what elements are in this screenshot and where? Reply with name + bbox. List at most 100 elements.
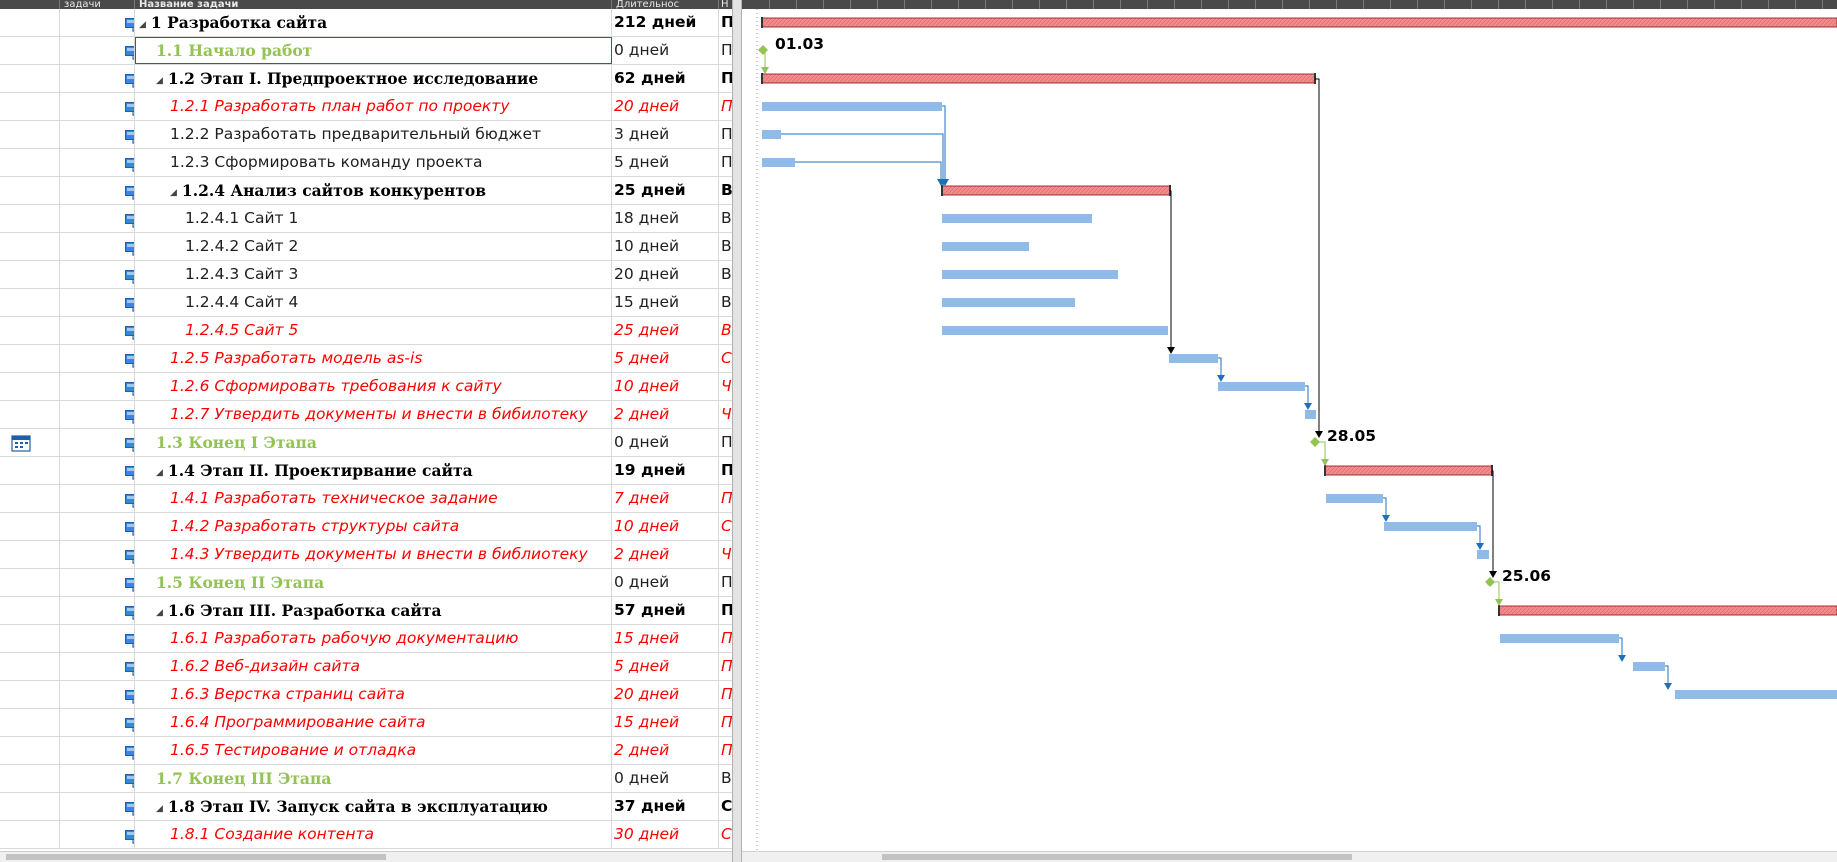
- duration-cell[interactable]: 30 дней: [612, 821, 719, 848]
- start-cell[interactable]: Пн: [719, 9, 732, 36]
- task-mode-cell[interactable]: [60, 625, 135, 652]
- task-name-cell[interactable]: 1.2.7 Утвердить документы и внести в биб…: [135, 401, 612, 428]
- task-name-cell[interactable]: 1.8.1 Создание контента: [135, 821, 612, 848]
- task-name-cell[interactable]: ◢ 1.6 Этап III. Разработка сайта: [135, 597, 612, 624]
- duration-cell[interactable]: 0 дней: [612, 429, 719, 456]
- task-name-cell[interactable]: ◢ 1 Разработка сайта: [135, 9, 612, 36]
- duration-cell[interactable]: 20 дней: [612, 261, 719, 288]
- start-cell[interactable]: Чт: [719, 401, 732, 428]
- task-row[interactable]: ◢ 1.4 Этап II. Проектирвание сайта 19 дней…: [0, 457, 732, 485]
- collapse-triangle-icon[interactable]: ◢: [170, 188, 177, 198]
- duration-cell[interactable]: 5 дней: [612, 653, 719, 680]
- indicator-cell[interactable]: [0, 373, 60, 400]
- scrollbar-thumb[interactable]: [882, 854, 1352, 860]
- start-cell[interactable]: Пн: [719, 653, 732, 680]
- task-row[interactable]: 1.3 Конец I Этапа 0 дней Пт: [0, 429, 732, 457]
- task-mode-cell[interactable]: [60, 765, 135, 792]
- start-cell[interactable]: Пн: [719, 37, 732, 64]
- task-name-cell[interactable]: 1.2.4.1 Сайт 1: [135, 205, 612, 232]
- task-bar[interactable]: [942, 214, 1092, 223]
- task-mode-cell[interactable]: [60, 513, 135, 540]
- task-row[interactable]: ◢ 1.2.4 Анализ сайтов конкурентов 25 дней В…: [0, 177, 732, 205]
- start-cell[interactable]: Пн: [719, 681, 732, 708]
- start-cell[interactable]: Пн: [719, 709, 732, 736]
- header-task-mode[interactable]: задачи: [60, 0, 135, 9]
- task-row[interactable]: ◢ 1 Разработка сайта 212 дней Пн: [0, 9, 732, 37]
- task-name-cell[interactable]: 1.6.2 Веб-дизайн сайта: [135, 653, 612, 680]
- duration-cell[interactable]: 10 дней: [612, 513, 719, 540]
- task-name-cell[interactable]: 1.2.4.4 Сайт 4: [135, 289, 612, 316]
- start-cell[interactable]: Вт: [719, 205, 732, 232]
- task-name-cell[interactable]: 1.4.2 Разработать структуры сайта: [135, 513, 612, 540]
- duration-cell[interactable]: 3 дней: [612, 121, 719, 148]
- indicator-cell[interactable]: [0, 653, 60, 680]
- start-cell[interactable]: Ср: [719, 513, 732, 540]
- indicator-cell[interactable]: [0, 177, 60, 204]
- duration-cell[interactable]: 57 дней: [612, 597, 719, 624]
- task-name-cell[interactable]: 1.2.4.2 Сайт 2: [135, 233, 612, 260]
- task-name-cell[interactable]: 1.2.2 Разработать предварительный бюджет: [135, 121, 612, 148]
- task-name-cell[interactable]: 1.6.3 Верстка страниц сайта: [135, 681, 612, 708]
- task-row[interactable]: 1.6.1 Разработать рабочую документацию 15…: [0, 625, 732, 653]
- task-mode-cell[interactable]: [60, 149, 135, 176]
- start-cell[interactable]: Ср: [719, 793, 732, 820]
- task-bar[interactable]: [942, 270, 1118, 279]
- task-bar[interactable]: [1169, 354, 1218, 363]
- task-mode-cell[interactable]: [60, 65, 135, 92]
- collapse-triangle-icon[interactable]: ◢: [156, 804, 163, 814]
- task-row[interactable]: 1.2.3 Сформировать команду проекта 5 дней…: [0, 149, 732, 177]
- task-row[interactable]: ◢ 1.6 Этап III. Разработка сайта 57 дней Пн: [0, 597, 732, 625]
- indicator-cell[interactable]: [0, 233, 60, 260]
- summary-bar[interactable]: [1324, 465, 1493, 476]
- duration-cell[interactable]: 25 дней: [612, 177, 719, 204]
- task-mode-cell[interactable]: [60, 317, 135, 344]
- duration-cell[interactable]: 0 дней: [612, 569, 719, 596]
- task-row[interactable]: 1.5 Конец II Этапа 0 дней Пт: [0, 569, 732, 597]
- start-cell[interactable]: Чт: [719, 541, 732, 568]
- duration-cell[interactable]: 10 дней: [612, 233, 719, 260]
- indicator-cell[interactable]: [0, 765, 60, 792]
- task-name-cell[interactable]: ◢ 1.2.4 Анализ сайтов конкурентов: [135, 177, 612, 204]
- task-mode-cell[interactable]: [60, 821, 135, 848]
- task-name-cell[interactable]: ◢ 1.8 Этап IV. Запуск сайта в эксплуатаци…: [135, 793, 612, 820]
- task-name-cell[interactable]: 1.2.1 Разработать план работ по проекту: [135, 93, 612, 120]
- task-row[interactable]: 1.2.4.5 Сайт 5 25 дней Вт: [0, 317, 732, 345]
- header-indicators[interactable]: [0, 0, 60, 9]
- duration-cell[interactable]: 19 дней: [612, 457, 719, 484]
- start-cell[interactable]: Пн: [719, 65, 732, 92]
- start-cell[interactable]: Вт: [719, 261, 732, 288]
- duration-cell[interactable]: 0 дней: [612, 765, 719, 792]
- indicator-cell[interactable]: [0, 317, 60, 344]
- duration-cell[interactable]: 25 дней: [612, 317, 719, 344]
- task-mode-cell[interactable]: [60, 457, 135, 484]
- indicator-cell[interactable]: [0, 737, 60, 764]
- task-mode-cell[interactable]: [60, 709, 135, 736]
- start-cell[interactable]: Пн: [719, 121, 732, 148]
- task-mode-cell[interactable]: [60, 485, 135, 512]
- task-bar[interactable]: [762, 102, 942, 111]
- task-row[interactable]: 1.6.4 Программирование сайта 15 дней Пн: [0, 709, 732, 737]
- task-mode-cell[interactable]: [60, 205, 135, 232]
- task-bar[interactable]: [762, 158, 795, 167]
- task-name-cell[interactable]: 1.6.5 Тестирование и отладка: [135, 737, 612, 764]
- task-mode-cell[interactable]: [60, 401, 135, 428]
- task-mode-cell[interactable]: [60, 793, 135, 820]
- summary-bar-cap[interactable]: [941, 185, 943, 196]
- task-name-cell[interactable]: 1.6.1 Разработать рабочую документацию: [135, 625, 612, 652]
- milestone-marker[interactable]: [1485, 577, 1495, 587]
- task-bar[interactable]: [942, 242, 1029, 251]
- task-name-cell[interactable]: ◢ 1.4 Этап II. Проектирвание сайта: [135, 457, 612, 484]
- task-bar[interactable]: [1675, 690, 1837, 699]
- task-name-cell[interactable]: 1.2.5 Разработать модель as-is: [135, 345, 612, 372]
- duration-cell[interactable]: 62 дней: [612, 65, 719, 92]
- indicator-cell[interactable]: [0, 9, 60, 36]
- indicator-cell[interactable]: [0, 457, 60, 484]
- start-cell[interactable]: Вт: [719, 289, 732, 316]
- task-name-cell[interactable]: 1.2.4.3 Сайт 3: [135, 261, 612, 288]
- task-mode-cell[interactable]: [60, 289, 135, 316]
- indicator-cell[interactable]: [0, 597, 60, 624]
- task-bar[interactable]: [942, 298, 1075, 307]
- task-row[interactable]: 1.4.1 Разработать техническое задание 7 д…: [0, 485, 732, 513]
- indicator-cell[interactable]: [0, 793, 60, 820]
- duration-cell[interactable]: 212 дней: [612, 9, 719, 36]
